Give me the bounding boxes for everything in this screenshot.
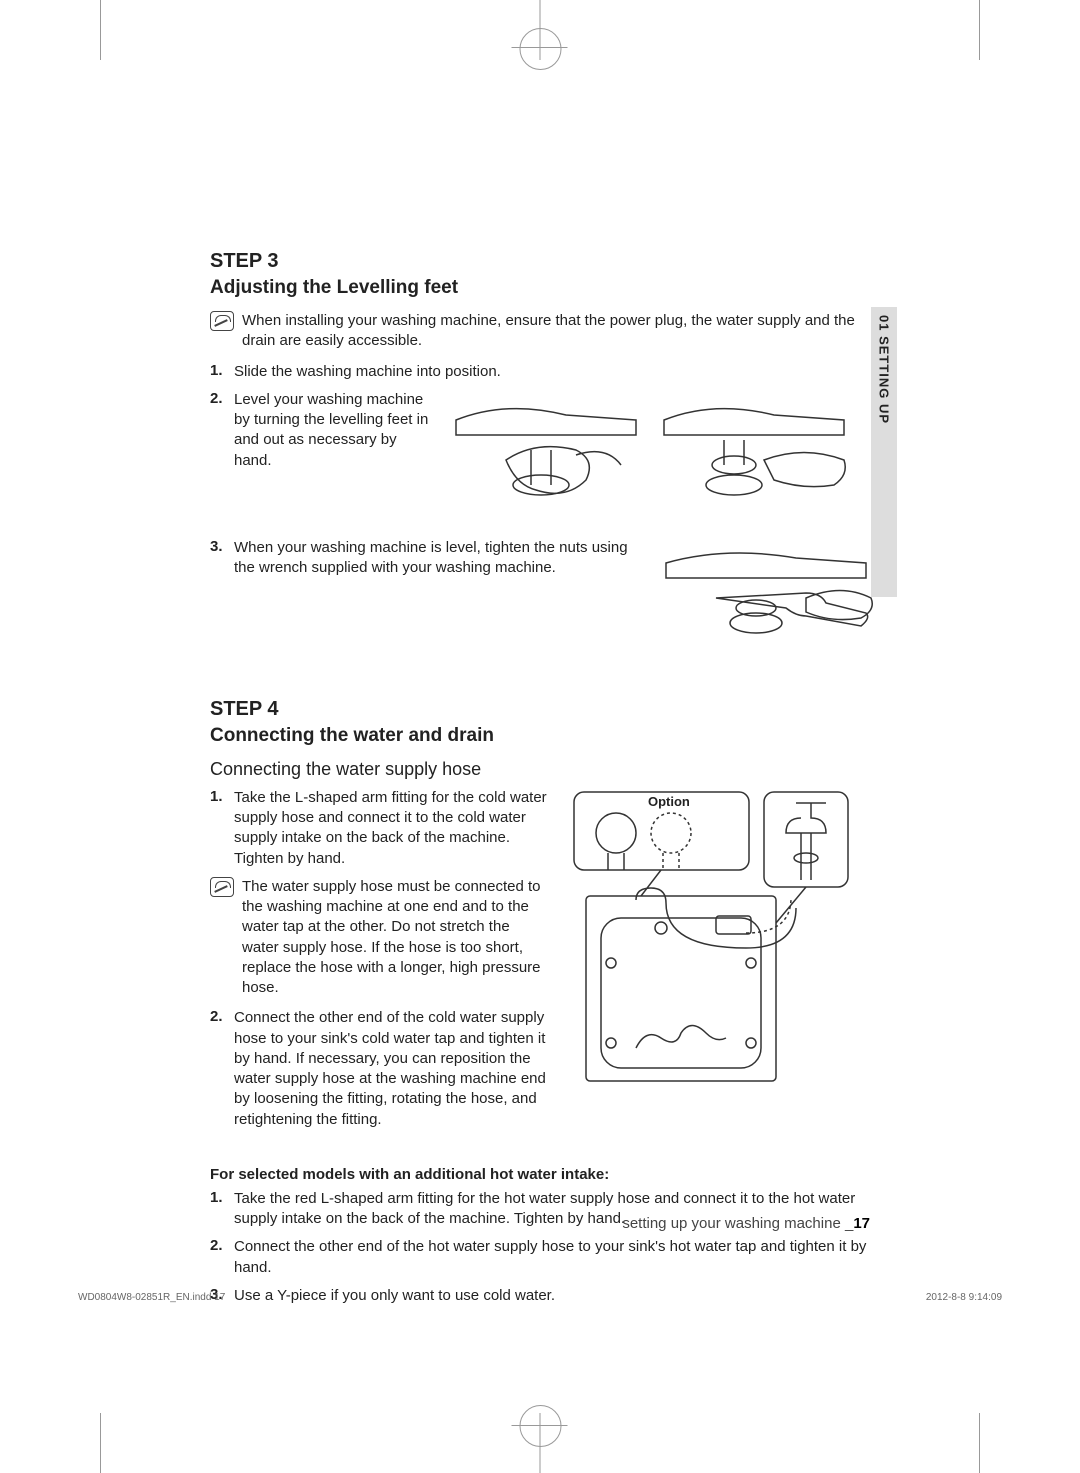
crop-mark-top — [540, 0, 541, 60]
hot-water-heading: For selected models with an additional h… — [210, 1166, 870, 1183]
step4-item1: Take the L-shaped arm fitting for the co… — [234, 788, 550, 869]
print-meta-timestamp: 2012-8-8 9:14:09 — [926, 1292, 1002, 1303]
step4-note: The water supply hose must be connected … — [210, 877, 550, 999]
list-item: Connect the other end of the cold water … — [210, 1008, 550, 1130]
note-icon — [210, 311, 234, 331]
hot-water-list: Take the red L-shaped arm fitting for th… — [210, 1189, 870, 1306]
step3-note: When installing your washing machine, en… — [210, 311, 870, 352]
hose-connection-illustration — [566, 788, 856, 1088]
step3-item2: Level your washing machine by turning th… — [234, 390, 434, 471]
step3-subtitle: Adjusting the Levelling feet — [210, 277, 870, 299]
list-item: Take the L-shaped arm fitting for the co… — [210, 788, 550, 869]
list-item: Use a Y-piece if you only want to use co… — [210, 1286, 870, 1306]
step3-list: Slide the washing machine into position.… — [210, 362, 870, 520]
step4-title: STEP 4 — [210, 698, 870, 721]
note-icon — [210, 877, 234, 897]
step4-list-cont: Connect the other end of the cold water … — [210, 1008, 550, 1130]
list-item: Level your washing machine by turning th… — [210, 390, 870, 520]
trim-mark — [979, 1413, 980, 1473]
hot-item2: Connect the other end of the hot water s… — [234, 1237, 870, 1278]
step3-title: STEP 3 — [210, 250, 870, 273]
step4-subtitle: Connecting the water and drain — [210, 725, 870, 747]
step3-item3: When your washing machine is level, tigh… — [234, 538, 644, 579]
step4-note-text: The water supply hose must be connected … — [242, 877, 550, 999]
step3-list-cont: When your washing machine is level, tigh… — [210, 538, 644, 587]
trim-mark — [979, 0, 980, 60]
step3-note-text: When installing your washing machine, en… — [242, 311, 870, 352]
section-tab-label: 01 SETTING UP — [877, 315, 892, 424]
levelling-foot-adjust-illustration — [654, 390, 854, 520]
step4-illustration-column: Option — [566, 788, 856, 1093]
list-item: Connect the other end of the hot water s… — [210, 1237, 870, 1278]
step4-item2: Connect the other end of the cold water … — [234, 1008, 550, 1130]
levelling-foot-turn-illustration — [446, 390, 646, 520]
hot-item3: Use a Y-piece if you only want to use co… — [234, 1286, 870, 1306]
footer-page-number: 17 — [853, 1215, 870, 1232]
step3-block: STEP 3 Adjusting the Levelling feet When… — [210, 250, 870, 658]
crop-mark-bottom — [540, 1413, 541, 1473]
step4-list: Take the L-shaped arm fitting for the co… — [210, 788, 550, 869]
step4-text-column: Take the L-shaped arm fitting for the co… — [210, 788, 550, 1138]
wrench-tighten-illustration — [656, 538, 876, 658]
hot-water-section: For selected models with an additional h… — [210, 1166, 870, 1306]
step3-item1: Slide the washing machine into position. — [234, 362, 870, 382]
list-item: Slide the washing machine into position. — [210, 362, 870, 382]
list-item: When your washing machine is level, tigh… — [210, 538, 644, 579]
trim-mark — [100, 1413, 101, 1473]
page-content: STEP 3 Adjusting the Levelling feet When… — [210, 250, 870, 1314]
trim-mark — [100, 0, 101, 60]
page-footer: setting up your washing machine _17 — [622, 1215, 870, 1232]
step4-subheading: Connecting the water supply hose — [210, 759, 870, 780]
option-label: Option — [646, 794, 692, 809]
footer-text: setting up your washing machine _ — [622, 1215, 853, 1232]
print-meta-filename: WD0804W8-02851R_EN.indd 17 — [78, 1292, 225, 1303]
